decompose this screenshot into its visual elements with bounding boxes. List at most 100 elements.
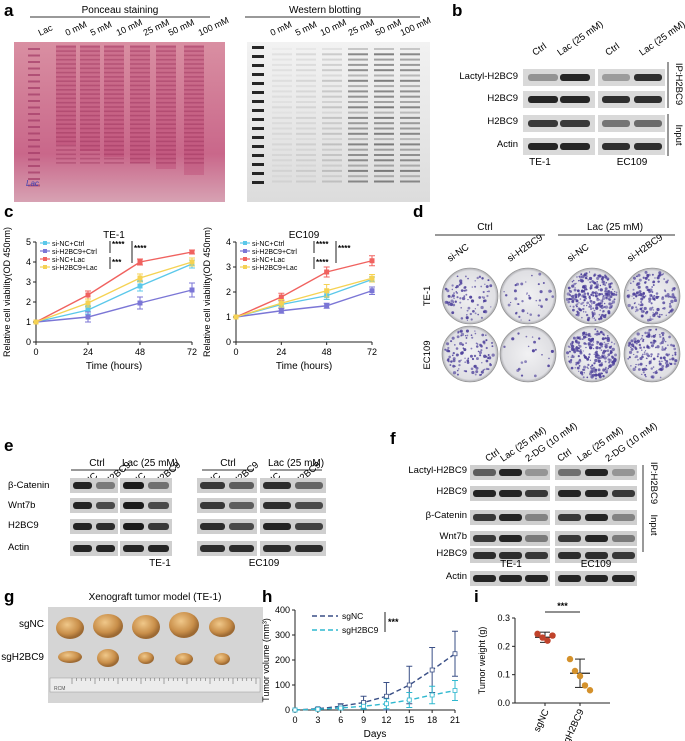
f-blot-band [525,535,548,542]
d-colony [658,271,662,275]
d-colony [596,330,599,333]
d-colony [467,306,471,310]
ponceau-band [184,149,204,151]
ponceau-ladder-band [28,171,40,174]
d-colony [539,290,543,294]
d-colony [583,304,585,307]
d-colony [632,292,636,296]
d-colony [469,295,473,299]
d-colony [466,334,469,337]
d-colony [637,359,639,361]
d-colony [491,353,495,357]
data-point [85,292,91,298]
ponceau-band [156,54,176,57]
western-band [400,106,420,109]
e-blot-strip [260,519,326,534]
d-colony [604,337,607,340]
d-colony [521,299,524,303]
d-colony [514,312,518,315]
western-band [322,106,342,109]
ponceau-band [80,157,100,160]
d-colony [593,362,596,365]
ponceau-ladder-band [28,48,40,50]
ponceau-ladder-band [28,152,40,154]
d-colony [632,367,636,371]
d-colony [568,360,573,364]
b-blot-band [528,143,558,150]
d-colony [571,300,575,303]
f-blot-band [473,575,496,582]
d-colony [571,340,574,344]
d-colony [591,291,595,295]
d-colony [641,353,644,356]
d-colony [669,310,672,313]
d-colony [652,318,654,320]
d-colony [634,346,637,350]
d-colony [604,305,609,309]
western-ladder-band [252,64,264,67]
d-colony [531,336,534,338]
x-tick-label: 72 [187,347,197,357]
d-colony [635,310,637,313]
western-band [400,74,420,77]
ponceau-band [184,123,204,125]
western-band [296,143,316,146]
ponceau-lane [56,45,76,145]
series-line-si-H2BC9+Lac [35,261,193,323]
f-blot-band [499,552,522,559]
d-colony [586,275,588,277]
western-lanes [252,46,420,184]
d-colony [598,313,601,316]
d-colony [449,302,454,307]
d-colony [566,351,570,355]
ponceau-band [104,67,124,70]
ponceau-band [130,144,150,147]
western-band [400,148,420,151]
western-lane-label: 25 mM [347,17,376,38]
ponceau-band [56,140,76,143]
ponceau-band [80,93,100,95]
d-colony [548,289,552,293]
d-colony [656,307,660,312]
ponceau-ladder-band [28,106,40,109]
e-blot-band [263,523,291,530]
d-colony [470,347,473,350]
d-colony [482,310,486,314]
d-colony [570,356,573,359]
d-colony [576,349,579,352]
data-point [452,688,458,693]
panel-label-g: g [4,587,14,606]
western-band [348,74,368,77]
d-colony [645,352,649,356]
d-colony [601,355,605,358]
d-colony [582,301,585,304]
d-colony [651,273,654,276]
b-column-label: Lac (25 mM) [637,19,685,59]
ponceau-band [130,63,150,65]
d-colony [647,279,650,281]
d-colony [465,337,468,339]
d-colony [485,359,489,363]
western-band [348,154,368,156]
d-colony [588,295,591,298]
f-blot-band [612,514,635,521]
d-colony [466,309,469,312]
d-colony [601,275,603,277]
d-colony [658,333,661,336]
d-colony [607,311,611,315]
d-colony [578,302,580,304]
western-band [348,101,368,103]
e-blot-band [229,482,254,489]
d-colony [639,346,642,350]
western-band [296,175,316,178]
ponceau-band [80,140,100,143]
e-row-labels: β-Catenin Wnt7b H2BC9 Actin [8,480,49,553]
d-colony [669,362,672,366]
d-colony [526,312,529,314]
d-colony [570,297,574,301]
western-band [374,95,394,98]
d-colony [491,345,494,348]
d-colony [480,305,484,310]
data-point [361,703,366,709]
